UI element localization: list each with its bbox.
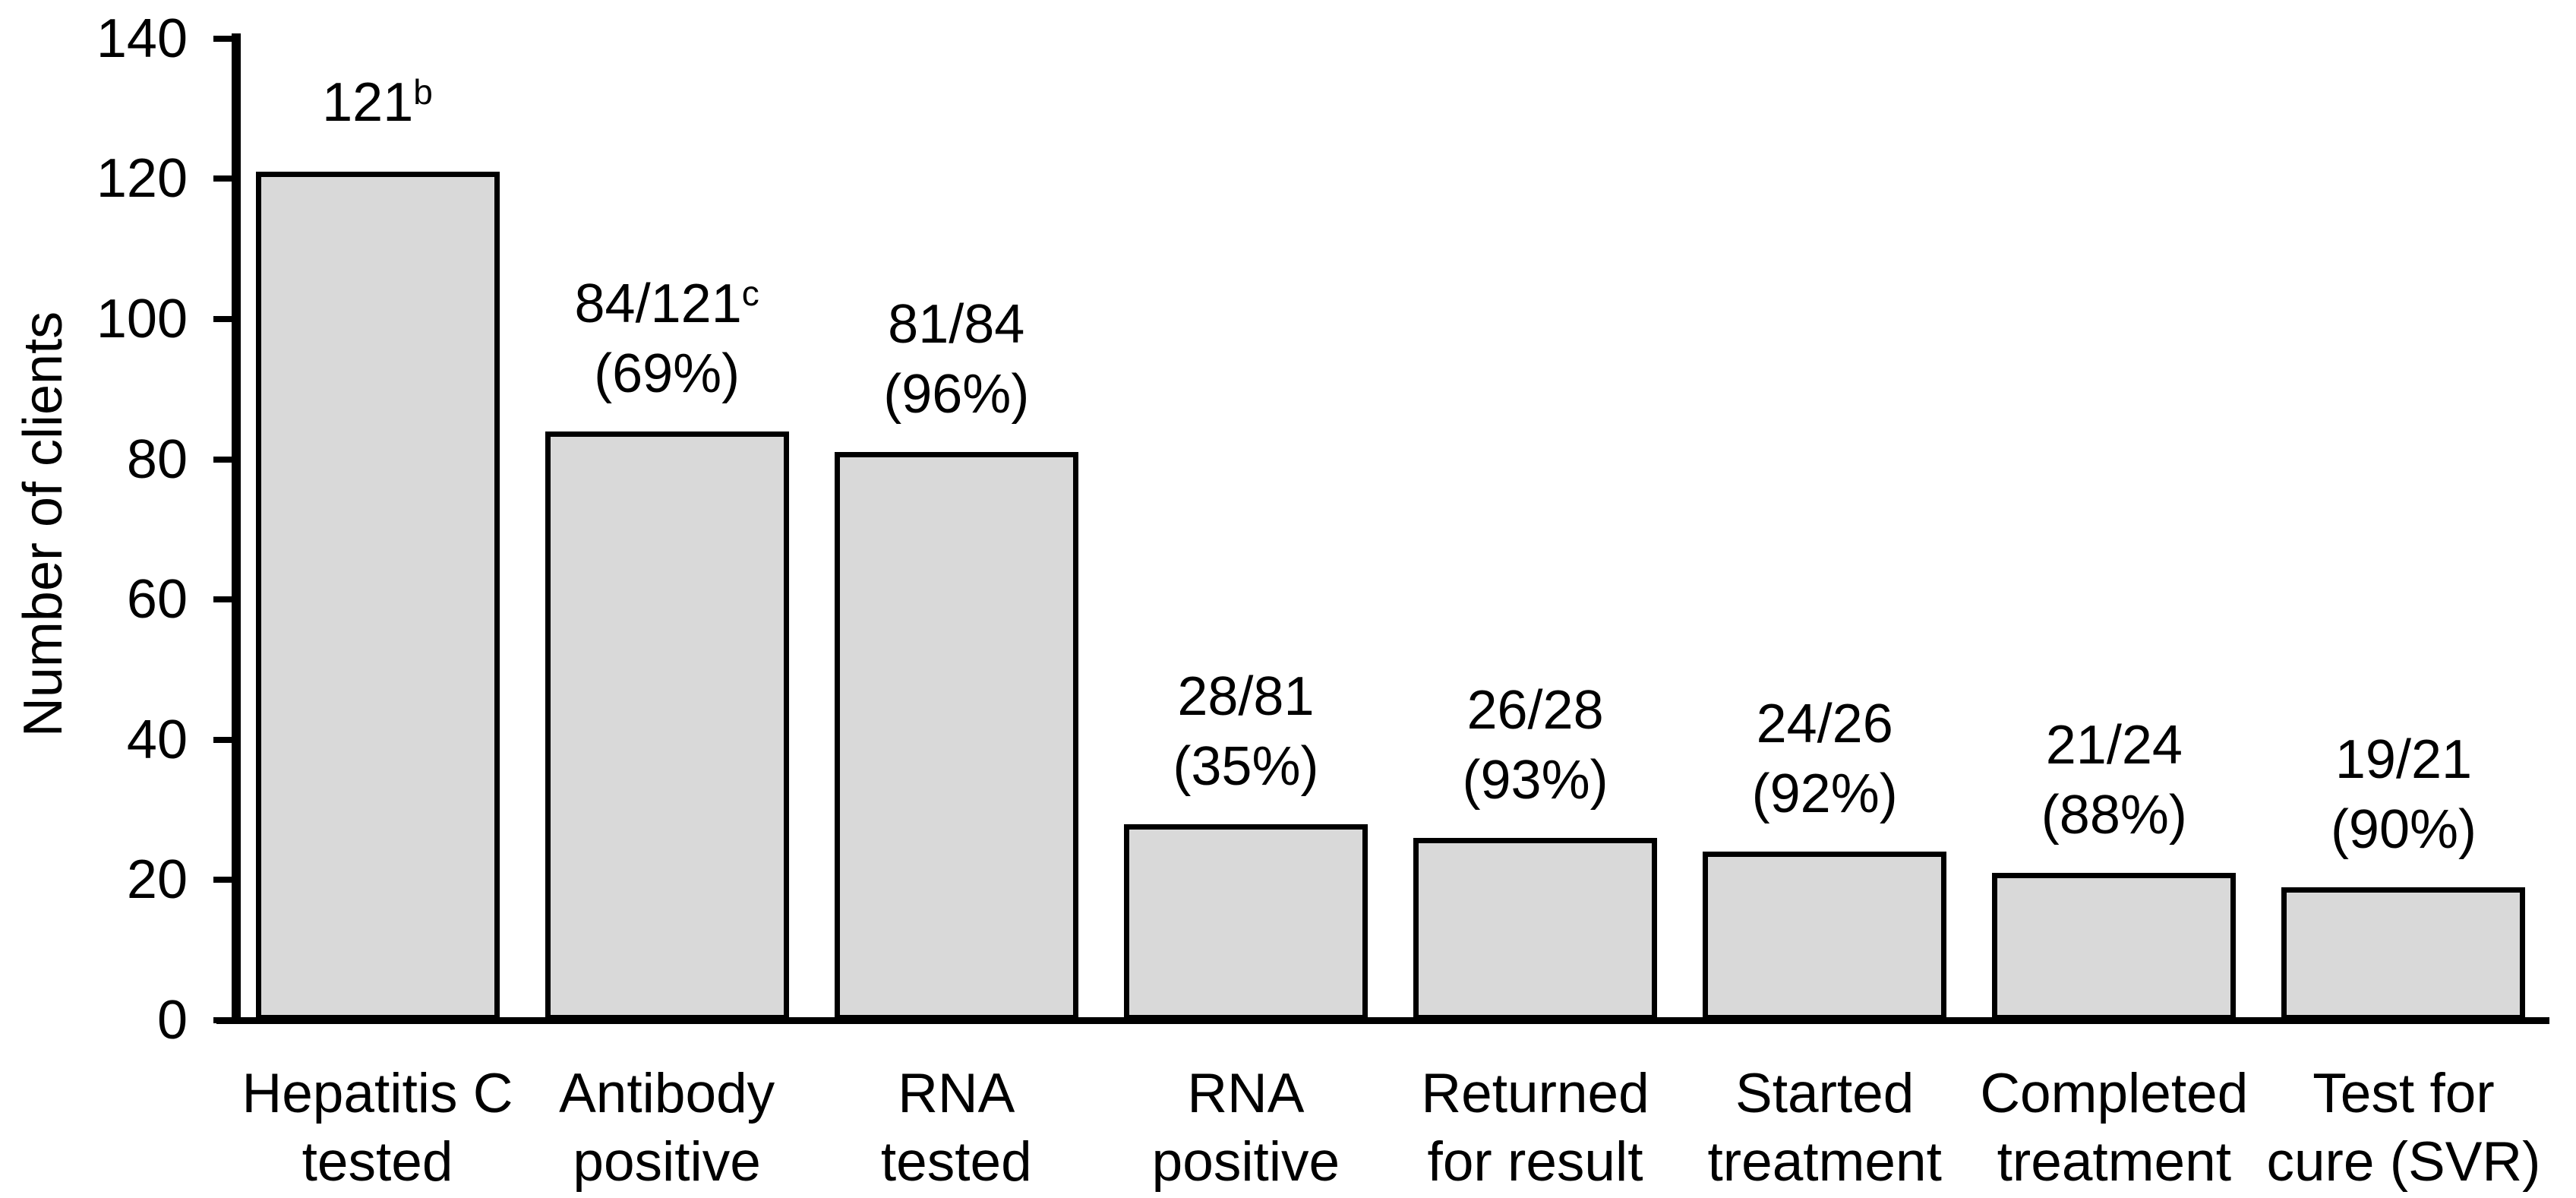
bar-percent-line: (93%): [1462, 750, 1608, 811]
y-axis-tick: [213, 316, 235, 322]
bar-value-line: 28/81: [1177, 665, 1315, 727]
y-axis-tick: [213, 456, 235, 463]
x-axis-category-line: RNA: [1187, 1063, 1305, 1124]
x-axis-category-line: treatment: [1707, 1131, 1942, 1193]
bar-percent-line: (96%): [883, 364, 1030, 425]
bar: [1703, 852, 1947, 1020]
bar-value-line: 81/84: [888, 294, 1025, 356]
bar-value-label: 84/121c (69%): [477, 269, 857, 409]
bar-value-label: 28/81 (35%): [1056, 662, 1435, 801]
x-axis-category-line: tested: [301, 1131, 453, 1193]
bar-percent-line: (92%): [1751, 763, 1898, 825]
y-axis-tick: [213, 596, 235, 603]
bar: [834, 452, 1078, 1020]
bar: [255, 172, 500, 1020]
x-axis-line: [216, 1016, 2549, 1024]
x-axis-category-line: positive: [573, 1131, 761, 1193]
bar-value-label: 26/28 (93%): [1346, 675, 1725, 815]
bar-value-line: 84/121c: [574, 273, 759, 334]
bar: [2281, 887, 2526, 1020]
x-axis-category-line: Test for: [2312, 1063, 2495, 1124]
x-axis-category-line: tested: [880, 1131, 1032, 1193]
bar: [1992, 873, 2237, 1020]
x-axis-category-line: for result: [1427, 1131, 1643, 1193]
bar-percent-line: (88%): [2041, 785, 2187, 846]
y-axis-tick-label: 100: [96, 289, 188, 349]
bar-value-label: 24/26 (92%): [1635, 689, 2015, 829]
bar-value-line: 21/24: [2045, 715, 2183, 776]
y-axis-tick-label: 60: [126, 569, 188, 631]
y-axis-tick-label: 80: [126, 428, 188, 490]
x-axis-category-line: RNA: [898, 1063, 1015, 1124]
x-axis-category-label: RNA tested: [781, 1060, 1131, 1196]
x-axis-category-line: Started: [1735, 1063, 1915, 1124]
y-axis-tick: [213, 877, 235, 883]
bar-value-line: 26/28: [1466, 680, 1604, 741]
bar-value-label: 121b: [188, 68, 567, 138]
bar-percent-line: (90%): [2330, 798, 2477, 860]
x-axis-category-label: RNA positive: [1071, 1060, 1420, 1196]
y-axis-tick: [213, 736, 235, 743]
x-axis-category-label: Hepatitis C tested: [203, 1060, 552, 1196]
bar: [545, 431, 789, 1020]
x-axis-category-label: Returned for result: [1361, 1060, 1710, 1196]
x-axis-category-label: Completed treatment: [1940, 1060, 2289, 1196]
bar-value-label: 19/21 (90%): [2214, 725, 2576, 865]
bar-percent-line: (35%): [1173, 735, 1319, 797]
bar-value-line: 24/26: [1756, 694, 1893, 755]
bar-value-line: 121b: [322, 72, 433, 134]
x-axis-category-line: cure (SVR): [2266, 1131, 2541, 1193]
y-axis-line: [232, 33, 241, 1024]
y-axis-tick-label: 20: [126, 849, 188, 911]
y-axis-tick-label: 120: [96, 148, 188, 210]
x-axis-category-line: Antibody: [559, 1063, 775, 1124]
bar-value-label: 21/24 (88%): [1924, 710, 2304, 850]
x-axis-category-line: Returned: [1421, 1063, 1649, 1124]
y-axis-tick-label: 40: [126, 709, 188, 770]
footnote-marker: b: [413, 72, 433, 112]
y-axis-tick-label: 0: [156, 990, 188, 1051]
x-axis-category-label: Started treatment: [1650, 1060, 2000, 1196]
y-axis-tick-label: 140: [96, 8, 188, 69]
bar: [1413, 838, 1658, 1020]
footnote-marker: c: [741, 273, 759, 313]
x-axis-category-label: Test for cure (SVR): [2229, 1060, 2576, 1196]
bar-value-label: 81/84 (96%): [766, 289, 1146, 429]
x-axis-category-line: Hepatitis C: [242, 1063, 513, 1124]
x-axis-category-line: Completed: [1980, 1063, 2249, 1124]
y-axis-tick: [213, 175, 235, 182]
x-axis-category-line: treatment: [1997, 1131, 2232, 1193]
bar-percent-line: (69%): [594, 343, 740, 404]
bar-value-line: 19/21: [2334, 729, 2473, 790]
y-axis-tick: [213, 35, 235, 42]
x-axis-category-line: positive: [1151, 1131, 1340, 1193]
x-axis-category-label: Antibody positive: [492, 1060, 841, 1196]
bar: [1123, 823, 1368, 1020]
